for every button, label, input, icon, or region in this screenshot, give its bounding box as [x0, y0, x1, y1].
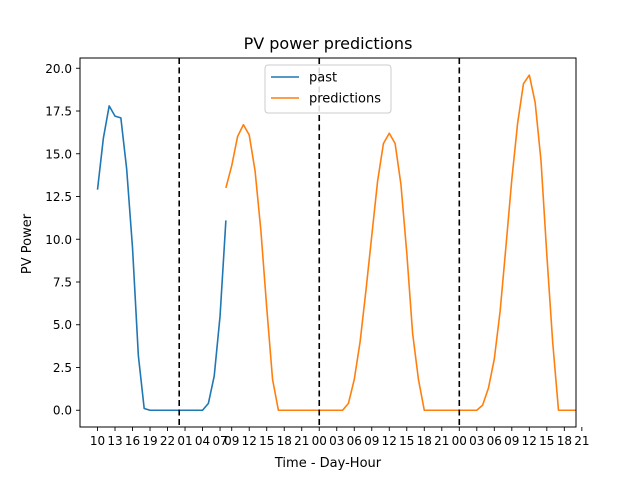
y-tick-label: 17.5	[45, 105, 72, 119]
x-tick-label: 19	[142, 434, 157, 448]
y-axis-label: PV Power	[20, 213, 35, 274]
x-tick-label: 09	[224, 434, 239, 448]
x-tick-label: 18	[277, 434, 292, 448]
x-tick-label: 06	[487, 434, 502, 448]
x-tick-label: 07	[212, 434, 227, 448]
x-tick-label: 16	[125, 434, 140, 448]
x-tick-label: 12	[522, 434, 537, 448]
x-tick-label: 00	[452, 434, 467, 448]
series-layer	[96, 74, 576, 412]
x-tick-label: 18	[417, 434, 432, 448]
y-tick-label: 7.5	[53, 275, 72, 289]
y-tick-label: 5.0	[53, 318, 72, 332]
y-tick-label: 20.0	[45, 62, 72, 76]
y-tick-label: 12.5	[45, 190, 72, 204]
x-tick-label: 21	[294, 434, 309, 448]
x-tick-label: 15	[539, 434, 554, 448]
y-axis: 0.0 2.5 5.0 7.5 10.0 12.5 15.0 17.5 20.0	[45, 62, 80, 418]
y-tick-label: 2.5	[53, 361, 72, 375]
x-tick-label: 10	[90, 434, 105, 448]
legend-label-predictions: predictions	[309, 92, 381, 107]
vertical-markers	[178, 58, 461, 427]
y-tick-label: 0.0	[53, 404, 72, 418]
x-tick-label: 03	[329, 434, 344, 448]
x-tick-label: 04	[195, 434, 210, 448]
x-tick-label: 00	[312, 434, 327, 448]
x-tick-label: 22	[160, 434, 175, 448]
x-tick-label: 09	[364, 434, 379, 448]
x-tick-label: 18	[557, 434, 572, 448]
x-tick-label: 01	[177, 434, 192, 448]
x-tick-label: 06	[347, 434, 362, 448]
series-line-past	[96, 105, 227, 412]
x-tick-label: 15	[259, 434, 274, 448]
x-axis-label: Time - Day-Hour	[274, 456, 382, 471]
plot-frame	[79, 57, 577, 428]
chart-title: PV power predictions	[244, 34, 413, 53]
x-tick-label: 12	[382, 434, 397, 448]
x-tick-label: 21	[574, 434, 589, 448]
y-tick-label: 10.0	[45, 233, 72, 247]
legend: past predictions	[264, 64, 392, 114]
x-tick-label: 12	[242, 434, 257, 448]
x-tick-label: 09	[504, 434, 519, 448]
x-tick-label: 15	[399, 434, 414, 448]
plot-area	[79, 57, 577, 428]
x-tick-label: 13	[107, 434, 122, 448]
legend-label-past: past	[309, 71, 337, 86]
x-tick-label: 03	[469, 434, 484, 448]
y-tick-label: 15.0	[45, 147, 72, 161]
x-tick-label: 21	[434, 434, 449, 448]
series-line-predictions	[225, 74, 576, 412]
